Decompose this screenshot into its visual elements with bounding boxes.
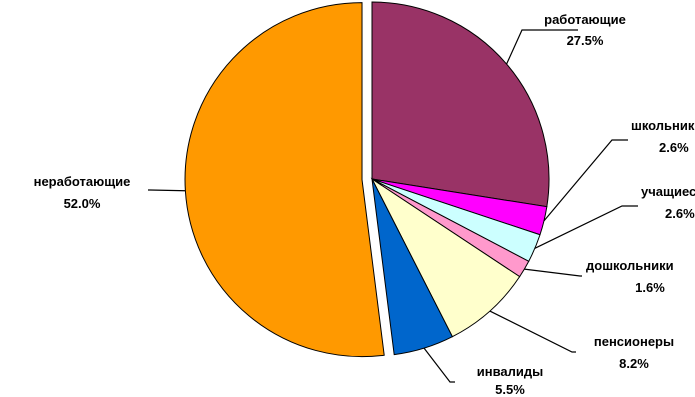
pct-schoolchildren: 2.6% — [659, 140, 689, 155]
pct-students: 2.6% — [665, 206, 695, 221]
leader-preschoolers — [524, 268, 582, 277]
leader-working — [506, 29, 578, 65]
label-pensioners: пенсионеры — [594, 334, 674, 349]
leader-students — [534, 205, 638, 249]
label-working: работающие — [544, 12, 626, 27]
pct-unemployed: 52.0% — [64, 196, 101, 211]
leader-schoolchildren — [543, 139, 628, 222]
pct-preschoolers: 1.6% — [635, 280, 665, 295]
pct-pensioners: 8.2% — [619, 356, 649, 371]
leader-unemployed — [148, 189, 186, 192]
slice-unemployed — [184, 2, 385, 358]
pie-slices — [184, 1, 550, 358]
pct-working: 27.5% — [567, 33, 604, 48]
leader-pensioners — [489, 310, 576, 353]
label-disabled: инвалиды — [477, 364, 544, 379]
slice-pensioners — [370, 177, 521, 338]
leader-lines — [148, 29, 638, 383]
label-students: учащиеся — [641, 184, 695, 199]
label-preschoolers: дошкольники — [586, 258, 674, 273]
label-schoolchildren: школьники — [631, 118, 695, 133]
pct-disabled: 5.5% — [495, 382, 525, 397]
leader-disabled — [423, 347, 455, 383]
slice-disabled — [371, 178, 454, 356]
label-unemployed: неработающие — [34, 174, 131, 189]
slice-working — [371, 1, 550, 208]
